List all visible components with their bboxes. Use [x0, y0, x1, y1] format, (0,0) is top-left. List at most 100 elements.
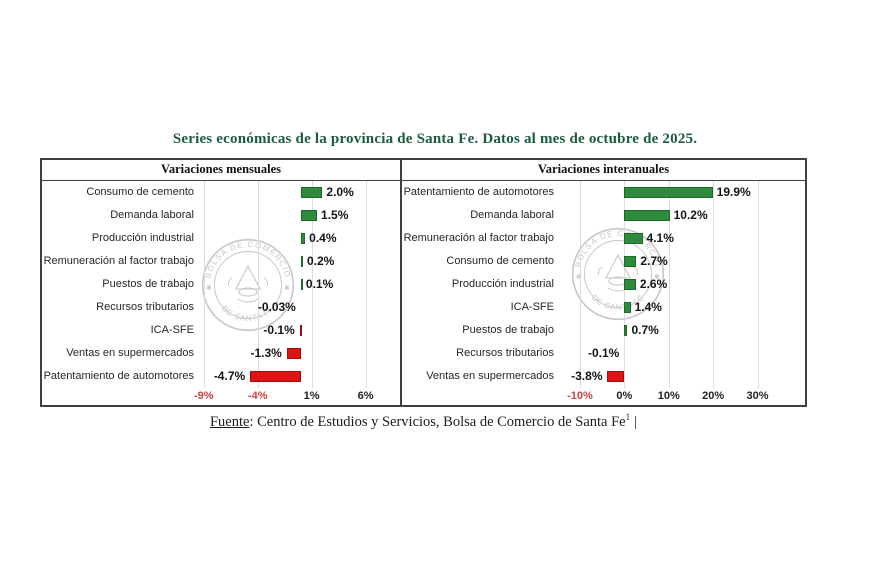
chart-row: Recursos tributarios -0.03% [42, 296, 400, 319]
x-axis: -9% -4% 1% 6% [42, 389, 400, 407]
row-plot: -1.3% [200, 342, 392, 365]
text-cursor: | [634, 413, 637, 430]
row-plot: 2.0% [200, 181, 392, 204]
chart-row: Puestos de trabajo 0.1% [42, 273, 400, 296]
category-label: Patentamiento de automotores [43, 370, 194, 382]
category-label: Ventas en supermercados [426, 370, 554, 382]
row-plot: 0.4% [200, 227, 392, 250]
bar-positive [300, 210, 318, 221]
value-label: 10.2% [673, 208, 708, 222]
x-axis-tick: -4% [247, 390, 268, 402]
chart-row: Ventas en supermercados -1.3% [42, 342, 400, 365]
bar-positive [300, 279, 303, 290]
chart-title-interannual: Variaciones interanuales [402, 160, 805, 181]
row-plot: -3.8% [560, 365, 797, 388]
category-label: Remuneración al factor trabajo [403, 232, 554, 244]
chart-row: Demanda laboral 10.2% [402, 204, 805, 227]
value-label: 2.7% [640, 254, 668, 268]
category-label: Producción industrial [451, 278, 554, 290]
row-plot: -0.1% [200, 319, 392, 342]
chart-title-monthly: Variaciones mensuales [42, 160, 400, 181]
value-label: -3.8% [571, 369, 603, 383]
gridline [203, 181, 205, 388]
interannual-variations-panel: Variaciones interanuales BOLSA DE C [400, 160, 805, 405]
row-plot: 4.1% [560, 227, 797, 250]
value-label: 4.1% [646, 231, 674, 245]
gridline [311, 181, 313, 388]
chart-row: Patentamiento de automotores -4.7% [42, 365, 400, 388]
bar-positive [300, 187, 323, 198]
bar-negative [250, 371, 301, 382]
value-label: 19.9% [716, 185, 751, 199]
bar-positive [624, 325, 628, 336]
row-plot: 0.7% [560, 319, 797, 342]
value-label: 0.2% [307, 254, 335, 268]
value-label: -0.1% [588, 346, 620, 360]
bar-positive [624, 210, 670, 221]
gridline [757, 181, 759, 388]
bar-positive [624, 256, 637, 267]
value-label: -4.7% [213, 369, 246, 383]
bar-negative [299, 325, 302, 336]
bar-positive [624, 187, 713, 198]
source-note: Fuente: Centro de Estudios y Servicios, … [40, 412, 807, 431]
chart-row: Producción industrial 0.4% [42, 227, 400, 250]
chart-row: Puestos de trabajo 0.7% [402, 319, 805, 342]
row-plot: -0.1% [560, 342, 797, 365]
chart-row: Demanda laboral 1.5% [42, 204, 400, 227]
chart-row: ICA-SFE 1.4% [402, 296, 805, 319]
bar-negative [286, 348, 301, 359]
chart-row: Remuneración al factor trabajo 4.1% [402, 227, 805, 250]
gridline [713, 181, 715, 388]
source-label: Fuente [209, 413, 250, 430]
x-axis-tick: 0% [616, 390, 633, 402]
gridline [579, 181, 581, 388]
row-plot: -0.03% [200, 296, 392, 319]
category-label: Producción industrial [91, 232, 194, 244]
category-label: Demanda laboral [470, 209, 554, 221]
row-plot: 1.5% [200, 204, 392, 227]
value-label: -0.03% [257, 300, 296, 314]
row-plot: 2.7% [560, 250, 797, 273]
category-label: Recursos tributarios [96, 301, 194, 313]
x-axis: -10% 0% 10% 20% 30% [402, 389, 805, 407]
bar-positive [624, 302, 631, 313]
value-label: 0.1% [305, 277, 334, 291]
chart-row: Producción industrial 2.6% [402, 273, 805, 296]
source-text: : Centro de Estudios y Servicios, Bolsa … [249, 413, 626, 430]
value-label: 2.0% [326, 185, 354, 199]
category-label: Recursos tributarios [456, 347, 554, 359]
row-plot: 0.1% [200, 273, 392, 296]
chart-row: Consumo de cemento 2.0% [42, 181, 400, 204]
chart-row: Patentamiento de automotores 19.9% [402, 181, 805, 204]
page-title: Series económicas de la provincia de San… [172, 131, 698, 147]
category-label: Remuneración al factor trabajo [43, 255, 194, 267]
chart-row: Consumo de cemento 2.7% [402, 250, 805, 273]
category-label: ICA-SFE [150, 324, 194, 336]
footnote-marker: 1 [625, 412, 631, 422]
gridline [365, 181, 367, 388]
category-label: Demanda laboral [110, 209, 194, 221]
value-label: 1.5% [321, 208, 349, 222]
bar-positive [300, 233, 306, 244]
row-plot: -4.7% [200, 365, 392, 388]
value-label: 1.4% [634, 300, 662, 314]
bar-negative [607, 371, 625, 382]
value-label: 0.7% [631, 323, 659, 337]
chart-row: Ventas en supermercados -3.8% [402, 365, 805, 388]
category-label: Puestos de trabajo [462, 324, 554, 336]
bar-positive [624, 233, 643, 244]
x-axis-tick: 30% [746, 390, 769, 402]
category-label: Ventas en supermercados [66, 347, 194, 359]
row-plot: 2.6% [560, 273, 797, 296]
charts-container: Variaciones mensuales BOLSA DE COME [40, 158, 807, 407]
value-label: 0.4% [309, 231, 337, 245]
category-label: Consumo de cemento [86, 186, 194, 198]
x-axis-tick: -9% [193, 390, 214, 402]
chart-row: Recursos tributarios -0.1% [402, 342, 805, 365]
gridlines-layer [200, 181, 392, 388]
bars-area: Patentamiento de automotores 19.9% Demanda… [402, 181, 805, 388]
gridline [668, 181, 670, 388]
bar-positive [300, 256, 303, 267]
